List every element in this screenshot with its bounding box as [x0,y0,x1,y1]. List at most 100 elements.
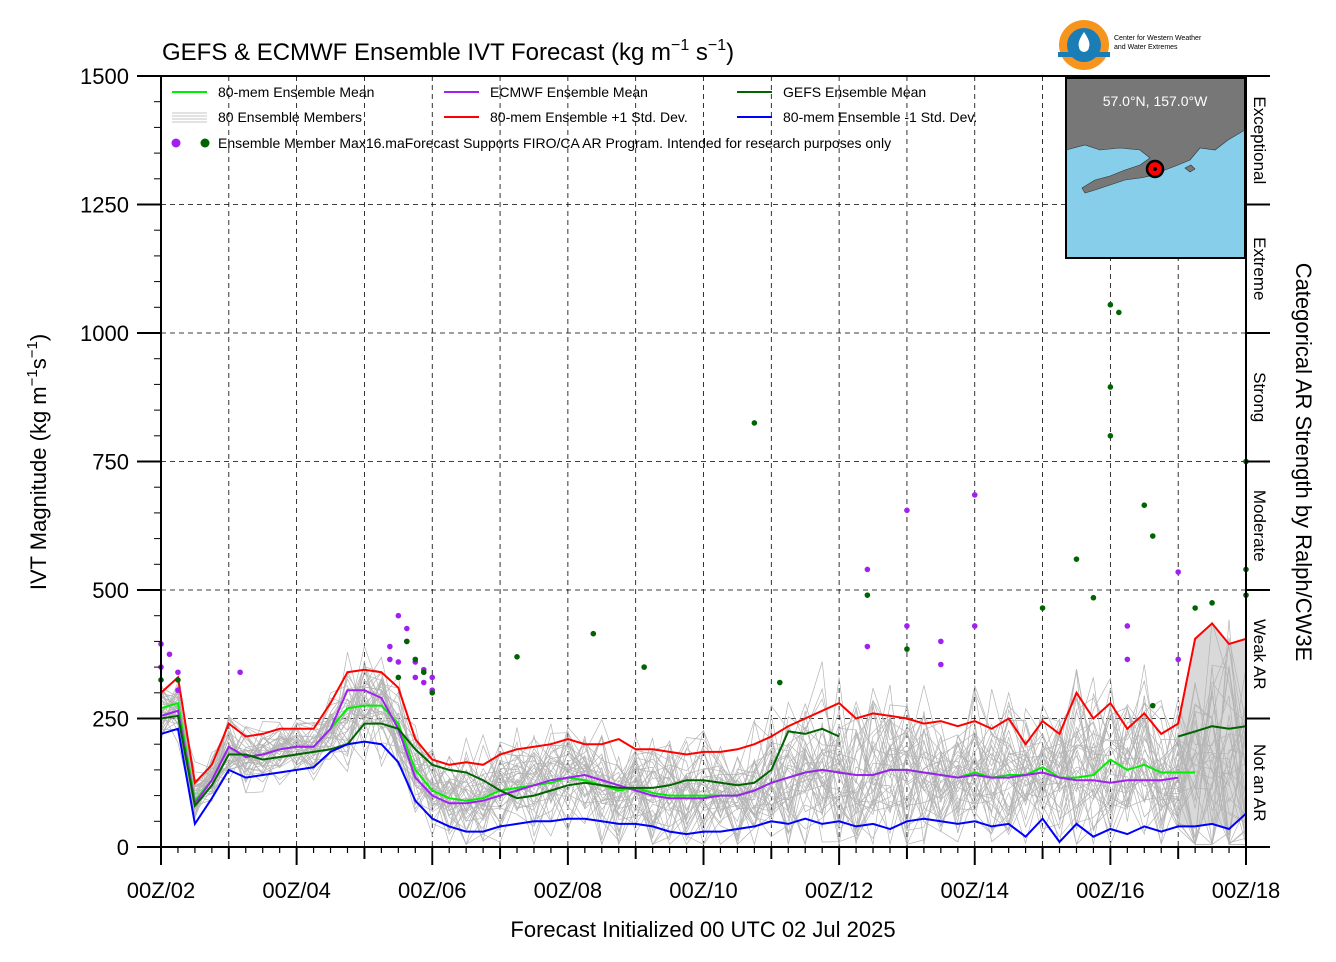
y-tick-label: 500 [92,578,129,603]
gefs-max-point [751,420,758,426]
gefs-max-point [776,679,783,686]
gefs-max-point [1209,600,1215,606]
ensemble-members [160,619,1247,846]
legend-ecmwf-mean: ECMWF Ensemble Mean [490,84,648,100]
category-label: Weak AR [1250,619,1269,690]
ecmwf-max-point [1124,623,1131,629]
legend-gefs-mean: GEFS Ensemble Mean [783,84,926,100]
chart-title: GEFS & ECMWF Ensemble IVT Forecast (kg m… [162,37,734,66]
gefs-max-point [641,664,647,670]
ecmwf-max-point [904,623,910,629]
legend-minus1: 80-mem Ensemble -1 Std. Dev. [783,109,977,125]
gefs-max-point [590,630,597,637]
x-tick-label: 00Z/02 [127,878,196,903]
legend: 80-mem Ensemble Mean ECMWF Ensemble Mean… [171,84,977,151]
ecmwf-max-point [1175,656,1181,663]
ecmwf-max-point [387,656,393,663]
gefs-max-point [1149,702,1156,709]
ecmwf-max-point [237,669,243,676]
ensemble-member-line [160,693,1247,845]
gefs-max-point [1107,301,1114,308]
y-tick-label: 0 [117,835,129,860]
ensemble-member-line [160,656,1247,846]
legend-plus1: 80-mem Ensemble +1 Std. Dev. [490,109,688,125]
x-tick-label: 00Z/16 [1076,878,1145,903]
y-tick-label: 1250 [80,193,129,218]
ensemble-member-line [160,669,1247,843]
ecmwf-max-point [395,612,402,619]
gefs-max-point [1116,309,1122,316]
category-label: Moderate [1250,490,1269,562]
gefs-max-point [1149,533,1156,539]
x-tick-label: 00Z/12 [805,878,874,903]
gefs-max-point [1073,556,1080,562]
x-axis-label: Forecast Initialized 00 UTC 02 Jul 2025 [510,917,895,942]
series-ecmwf-mean-line [160,689,1179,806]
gefs-max-point [1192,605,1198,611]
ecmwf-max-point [175,669,181,676]
gefs-max-point [1090,594,1097,601]
legend-max-note: Ensemble Member Max16.maForecast Support… [218,135,891,151]
ecmwf-max-point [971,492,978,498]
category-label: Extreme [1250,237,1269,300]
ensemble-member-line [160,664,1247,845]
axes: 00Z/02 00Z/04 00Z/06 00Z/08 00Z/10 00Z/12 00Z/… [80,64,1280,903]
ecmwf-max-point [166,651,173,658]
y-axis-label: IVT Magnitude (kg m−1s−1) [24,334,51,590]
inset-map: 57.0°N, 157.0°W [1065,77,1246,259]
gefs-max-point [395,674,402,681]
ecmwf-max-point [412,674,419,681]
gefs-max-point [420,669,427,676]
x-tick-label: 00Z/10 [669,878,738,903]
ecmwf-max-point [938,661,944,668]
cw3e-logo: Center for Western Weather and Water Ext… [1058,20,1202,70]
legend-members: 80 Ensemble Members [218,109,362,125]
ecmwf-max-point [864,566,871,573]
ecmwf-max-point [971,623,978,629]
right-axis-label: Categorical AR Strength by Ralph/CW3E [1291,263,1316,662]
category-label: Strong [1250,372,1269,422]
category-label: Not an AR [1250,744,1269,822]
gefs-max-point [175,677,181,683]
ecmwf-max-point [938,638,944,645]
ecmwf-max-point [404,625,410,632]
y-tick-label: 250 [92,707,129,732]
ensemble-member-line [160,677,1247,846]
inset-location: 57.0°N, 157.0°W [1103,93,1208,109]
y-tick-label: 1500 [80,64,129,89]
logo-line2: and Water Extremes [1114,44,1178,51]
member-max-points [158,301,1249,709]
gefs-max-point [412,656,419,663]
category-axis: Not an AR Weak AR Moderate Strong Extreme Exc… [1246,75,1270,848]
gefs-max-point [864,592,871,598]
gefs-max-point [904,646,910,652]
x-tick-label: 00Z/08 [534,878,603,903]
gefs-max-point [1107,384,1114,390]
gefs-max-point [404,638,410,645]
gefs-max-point [1039,605,1046,611]
ecmwf-max-point [864,643,871,650]
series-gefs-mean-line [1177,725,1247,738]
gefs-max-point [514,654,520,660]
ecmwf-max-point [175,687,181,694]
ecmwf-max-point [429,674,436,681]
gefs-max-point [1141,502,1148,508]
x-tick-label: 00Z/14 [941,878,1010,903]
legend-mean80: 80-mem Ensemble Mean [218,84,374,100]
series-plus1-line [160,621,1247,785]
ensemble-member-line [160,679,1247,846]
series-gefs-mean-line [160,714,840,809]
ensemble-member-line [160,695,1247,844]
gefs-max-point [1107,433,1114,439]
logo-line1: Center for Western Weather [1114,35,1202,42]
x-tick-label: 00Z/18 [1212,878,1281,903]
x-tick-label: 00Z/04 [262,878,331,903]
ensemble-member-line [160,681,1247,846]
x-tick-label: 00Z/06 [398,878,467,903]
y-tick-label: 750 [92,450,129,475]
gefs-max-point [429,690,436,696]
ecmwf-max-point [387,643,393,650]
ecmwf-max-point [1175,569,1181,575]
ecmwf-max-point [1124,656,1131,663]
